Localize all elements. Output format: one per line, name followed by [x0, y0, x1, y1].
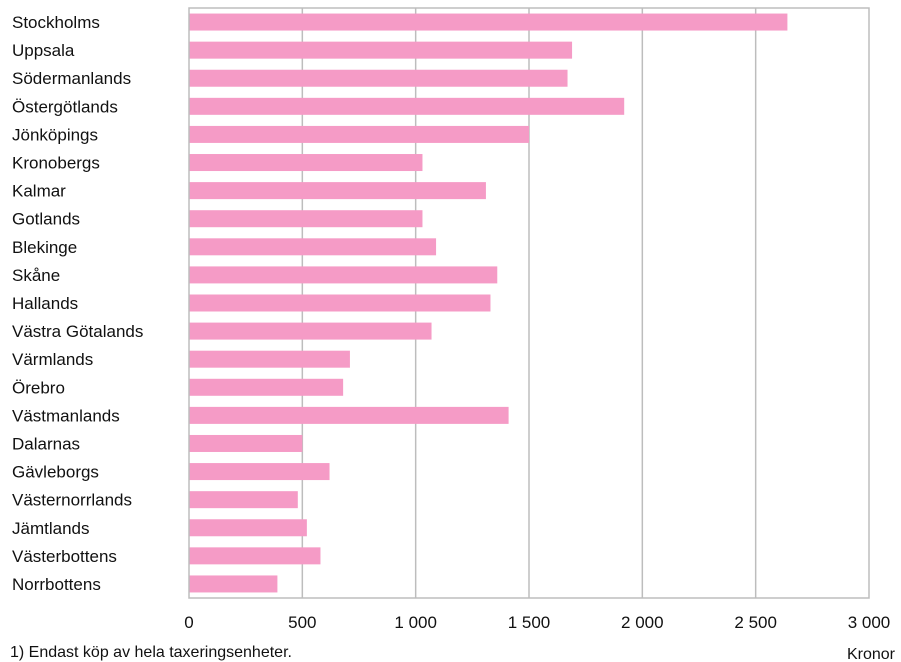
bar	[189, 41, 573, 59]
category-label: Gotlands	[12, 210, 80, 229]
x-tick-label: 1 500	[508, 613, 551, 632]
bar	[189, 575, 278, 593]
category-label: Östergötlands	[12, 97, 118, 116]
category-label: Uppsala	[12, 41, 75, 60]
category-label: Blekinge	[12, 238, 77, 257]
x-tick-label: 1 000	[394, 613, 437, 632]
category-label: Jönköpings	[12, 125, 98, 144]
bar	[189, 434, 303, 452]
category-label: Hallands	[12, 294, 78, 313]
x-tick-label: 2 000	[621, 613, 664, 632]
x-tick-label: 2 500	[734, 613, 777, 632]
bar	[189, 406, 509, 424]
x-tick-labels: 0 500 1 000 1 500 2 000 2 500 3 000	[184, 613, 890, 632]
category-label: Örebro	[12, 378, 65, 397]
x-tick-label: 3 000	[848, 613, 891, 632]
bar	[189, 547, 321, 565]
bar	[189, 154, 423, 172]
bar	[189, 294, 491, 312]
category-label: Södermanlands	[12, 69, 131, 88]
category-label: Jämtlands	[12, 519, 89, 538]
bar	[189, 463, 330, 481]
bar	[189, 491, 298, 509]
footnote: 1) Endast köp av hela taxeringsenheter.	[10, 644, 292, 661]
bar	[189, 266, 498, 284]
bar	[189, 125, 529, 143]
bar	[189, 519, 307, 537]
category-label: Västerbottens	[12, 547, 117, 566]
plot-border	[188, 7, 870, 599]
category-labels: Stockholms Uppsala Södermanlands Östergötla…	[12, 13, 143, 594]
category-label: Västernorrlands	[12, 491, 132, 510]
bars	[189, 13, 788, 593]
category-label: Gävleborgs	[12, 463, 99, 482]
category-label: Dalarnas	[12, 434, 80, 453]
category-label: Värmlands	[12, 350, 93, 369]
bar	[189, 238, 437, 256]
bar	[189, 69, 568, 87]
category-label: Västmanlands	[12, 406, 120, 425]
bar	[189, 13, 788, 31]
plot-frame	[188, 7, 870, 599]
x-tick-label: 0	[184, 613, 193, 632]
category-label: Stockholms	[12, 13, 100, 32]
bar	[189, 350, 350, 368]
category-label: Norrbottens	[12, 575, 101, 594]
bar	[189, 182, 486, 200]
bar	[189, 378, 344, 396]
bar	[189, 97, 625, 115]
bar	[189, 210, 423, 228]
category-label: Kronobergs	[12, 154, 100, 173]
category-label: Skåne	[12, 266, 60, 285]
x-axis-label: Kronor	[847, 646, 896, 661]
category-label: Kalmar	[12, 182, 66, 201]
category-label: Västra Götalands	[12, 322, 143, 341]
bar	[189, 322, 432, 340]
x-tick-label: 500	[288, 613, 316, 632]
